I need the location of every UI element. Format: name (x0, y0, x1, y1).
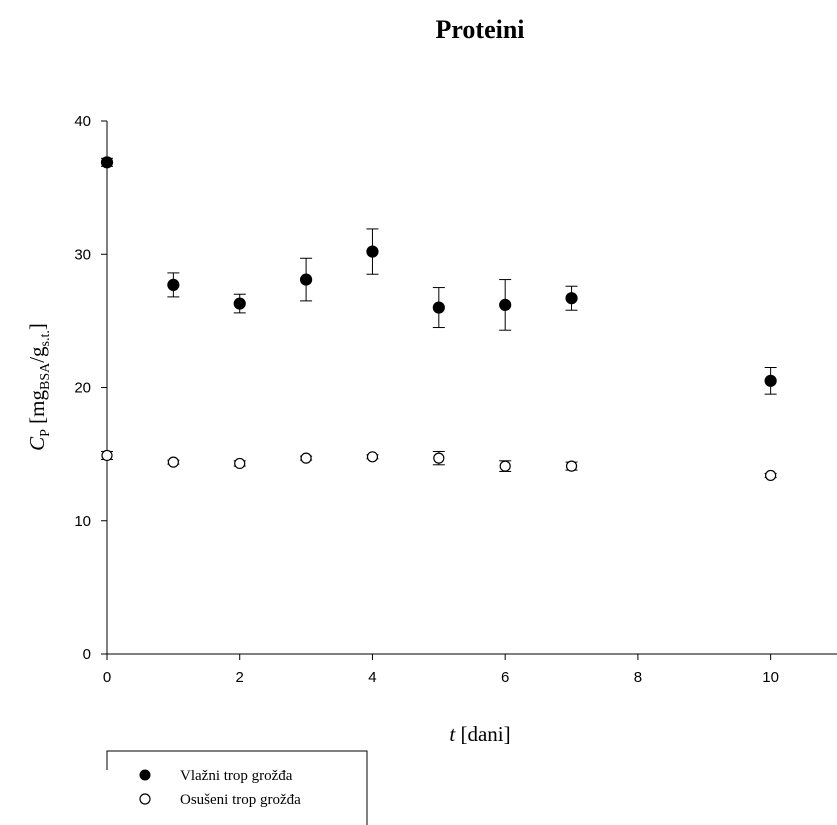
data-point-dried (765, 469, 777, 482)
x-tick-label: 10 (762, 669, 779, 686)
legend-marker-dried (139, 793, 151, 805)
legend: Vlažni trop grožđa Osušeni trop grožđa (106, 750, 368, 825)
data-point-dried (234, 457, 246, 470)
data-point-wet (366, 245, 379, 258)
data-point-wet (764, 374, 777, 387)
data-point-dried (101, 449, 113, 462)
axis-ticks: 0 2 4 6 8 10 0 10 20 30 40 (74, 113, 779, 686)
data-point-wet (432, 301, 445, 314)
series-1 (101, 449, 777, 482)
data-point-wet (233, 297, 246, 310)
y-axis-unit-b: /g (25, 346, 49, 363)
data-point-dried (300, 452, 312, 464)
y-axis-unit-sub2: s.t. (38, 330, 53, 346)
data-point-wet (167, 278, 180, 291)
y-tick-label: 20 (74, 380, 91, 397)
legend-label-wet: Vlažni trop grožđa (180, 768, 293, 784)
data-marks (100, 156, 777, 482)
legend-label-dried: Osušeni trop grožđa (180, 792, 301, 808)
legend-box (106, 750, 368, 825)
y-tick-label: 10 (74, 513, 91, 530)
y-axis-unit-c: ] (25, 323, 49, 330)
x-tick-label: 8 (634, 669, 642, 686)
data-point-wet (565, 292, 578, 305)
x-tick-label: 0 (103, 669, 111, 686)
data-point-dried (433, 452, 445, 464)
plot-area: 0 2 4 6 8 10 0 10 20 30 40 (74, 113, 837, 686)
x-tick-label: 4 (368, 669, 376, 686)
legend-marker-wet (139, 769, 151, 781)
series-0 (100, 156, 777, 395)
data-point-wet (499, 298, 512, 311)
y-axis-label: CP [mgBSA/gs.t.] (25, 323, 53, 451)
y-tick-label: 0 (83, 646, 91, 663)
y-tick-label: 40 (74, 113, 91, 130)
y-axis-variable: C (25, 436, 49, 451)
x-tick-label: 6 (501, 669, 509, 686)
data-point-dried (366, 451, 379, 463)
x-axis-variable: t (449, 722, 456, 746)
data-point-wet (299, 273, 313, 286)
data-point-wet (100, 156, 114, 169)
data-point-dried (565, 460, 578, 472)
data-point-dried (499, 460, 511, 472)
y-tick-label: 30 (74, 246, 91, 263)
data-point-dried (167, 456, 179, 468)
y-axis-unit-a: [mg (25, 390, 49, 430)
y-axis-unit-sub1: BSA (38, 362, 53, 390)
x-axis-unit: [dani] (455, 722, 510, 746)
x-tick-label: 2 (236, 669, 244, 686)
chart-title: Proteini (435, 15, 524, 44)
y-axis-variable-sub: P (38, 429, 53, 437)
x-axis-label: t [dani] (449, 722, 510, 746)
